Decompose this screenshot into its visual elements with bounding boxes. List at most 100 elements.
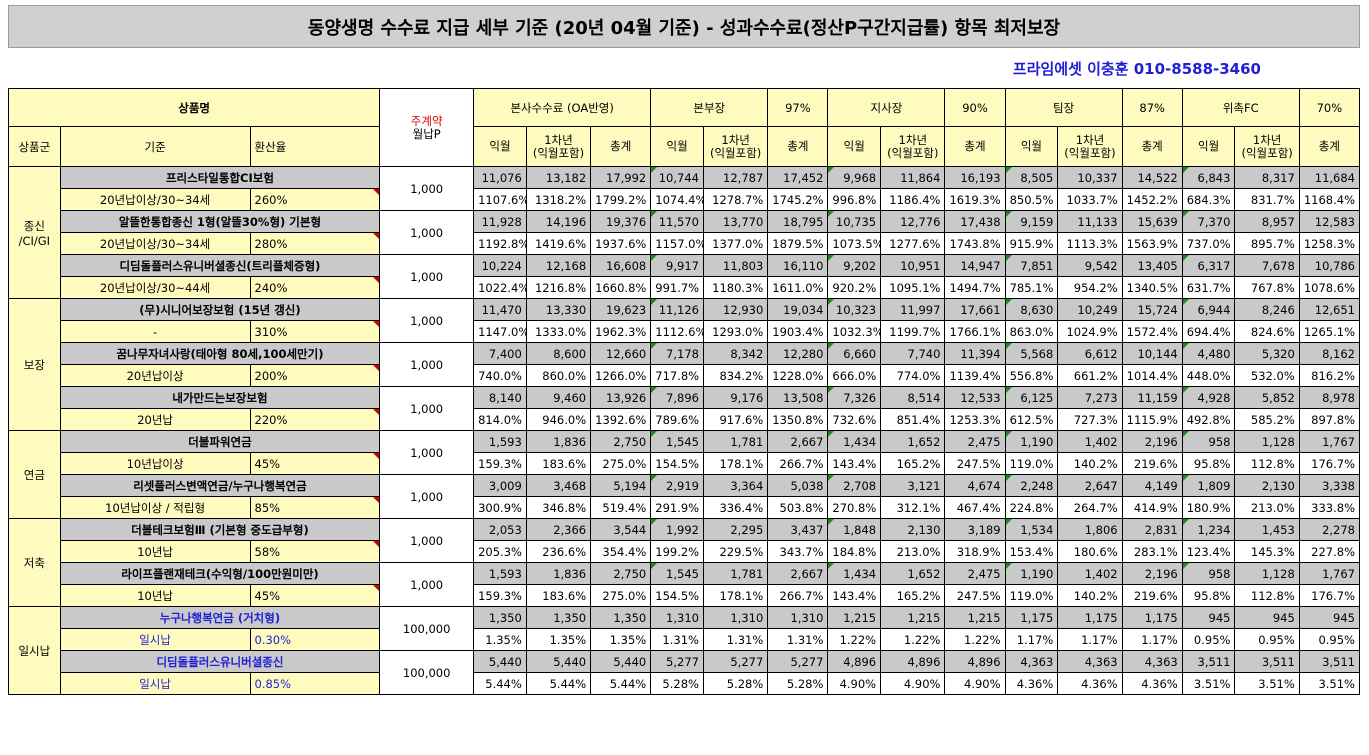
commission-amount: 1,128 xyxy=(1234,562,1300,585)
commission-percent: 5.44% xyxy=(525,672,592,695)
commission-amount: 2,919 xyxy=(650,474,704,497)
commission-amount: 1,310 xyxy=(650,606,704,629)
commission-amount: 9,460 xyxy=(525,386,592,409)
commission-amount: 8,957 xyxy=(1234,210,1300,233)
commission-percent: 1660.8% xyxy=(590,276,652,299)
main-premium: 100,000 xyxy=(379,650,475,695)
commission-amount: 1,848 xyxy=(827,518,882,541)
product-row: 저축 더블테크보험Ⅲ (기본형 중도급부형) 1,000 2,053 2,366 3,54… xyxy=(8,518,1361,607)
product-name: 더블파워연금 xyxy=(59,430,381,453)
commission-percent: 1022.4% xyxy=(473,276,527,299)
commission-percent: 1.35% xyxy=(525,628,592,651)
header-group-name: 위촉FC xyxy=(1181,88,1300,127)
product-conversion-rate: 310% xyxy=(249,320,381,343)
main-premium: 1,000 xyxy=(379,430,475,475)
commission-percent: 666.0% xyxy=(827,364,882,387)
commission-amount: 2,053 xyxy=(473,518,527,541)
commission-percent: 1799.2% xyxy=(590,188,652,211)
header-sub-col: 총계 xyxy=(1121,126,1183,167)
commission-percent: 1107.6% xyxy=(473,188,527,211)
product-row: 종신 /CI/GI 프리스타일통합CI보험 1,000 11,076 13,182 17,… xyxy=(8,166,1361,299)
header-sub-col: 1차년 (익월포함) xyxy=(702,126,769,167)
commission-percent: 183.6% xyxy=(525,584,592,607)
commission-amount: 1,767 xyxy=(1298,562,1361,585)
header-main-premium-bottom: 월납P xyxy=(412,126,441,141)
commission-percent: 1.35% xyxy=(590,628,652,651)
commission-percent: 1.17% xyxy=(1121,628,1183,651)
commission-percent: 154.5% xyxy=(650,452,704,475)
commission-percent: 1186.4% xyxy=(880,188,946,211)
commission-amount: 1,652 xyxy=(880,562,946,585)
product-rate-row: 20년납이상/30~34세 260% 1107.6% 1318.2% 1799.2% 10… xyxy=(9,188,1361,211)
commission-amount: 3,121 xyxy=(880,474,946,497)
commission-percent: 95.8% xyxy=(1181,584,1236,607)
commission-percent: 264.7% xyxy=(1057,496,1123,519)
commission-percent: 1139.4% xyxy=(944,364,1006,387)
commission-percent: 694.4% xyxy=(1181,320,1236,343)
commission-percent: 785.1% xyxy=(1004,276,1059,299)
product-row: 라이프플랜재테크(수익형/100만원미만) 1,000 1,593 1,836 2,75… xyxy=(9,562,1361,607)
commission-amount: 1,215 xyxy=(944,606,1006,629)
commission-amount: 7,851 xyxy=(1004,254,1059,277)
commission-percent: 0.95% xyxy=(1234,628,1300,651)
commission-amount: 5,440 xyxy=(473,650,527,673)
product-conversion-rate: 200% xyxy=(249,364,381,387)
commission-amount: 13,330 xyxy=(525,298,592,321)
product-row: 디딤돌플러스유니버셜종신(트리플체증형) 1,000 10,224 12,168 16,… xyxy=(9,254,1361,299)
commission-percent: 229.5% xyxy=(702,540,769,563)
commission-amount: 16,110 xyxy=(767,254,829,277)
commission-amount: 958 xyxy=(1181,562,1236,585)
product-conversion-rate: 260% xyxy=(249,188,381,211)
commission-percent: 789.6% xyxy=(650,408,704,431)
commission-amount: 1,836 xyxy=(525,430,592,453)
commission-percent: 247.5% xyxy=(944,584,1006,607)
header-sub-col: 익월 xyxy=(650,126,704,167)
commission-percent: 213.0% xyxy=(1234,496,1300,519)
commission-percent: 831.7% xyxy=(1234,188,1300,211)
header-main-premium-top: 주계약 xyxy=(410,113,443,128)
commission-amount: 5,440 xyxy=(525,650,592,673)
commission-amount: 3,544 xyxy=(590,518,652,541)
commission-percent: 1147.0% xyxy=(473,320,527,343)
commission-amount: 1,434 xyxy=(827,562,882,585)
commission-amount: 8,630 xyxy=(1004,298,1059,321)
commission-amount: 10,323 xyxy=(827,298,882,321)
commission-percent: 1.17% xyxy=(1057,628,1123,651)
commission-amount: 3,364 xyxy=(702,474,769,497)
commission-percent: 165.2% xyxy=(880,584,946,607)
commission-percent: 275.0% xyxy=(590,584,652,607)
commission-amount: 18,795 xyxy=(767,210,829,233)
commission-percent: 291.9% xyxy=(650,496,704,519)
commission-percent: 1766.1% xyxy=(944,320,1006,343)
commission-percent: 180.9% xyxy=(1181,496,1236,519)
commission-amount: 1,781 xyxy=(702,562,769,585)
commission-amount: 2,196 xyxy=(1121,430,1183,453)
commission-percent: 159.3% xyxy=(473,584,527,607)
product-conversion-rate: 280% xyxy=(249,232,381,255)
commission-percent: 140.2% xyxy=(1057,452,1123,475)
commission-percent: 1277.6% xyxy=(880,232,946,255)
commission-amount: 2,667 xyxy=(767,562,829,585)
product-criteria: 일시납 xyxy=(59,672,251,695)
commission-amount: 6,660 xyxy=(827,342,882,365)
commission-amount: 7,678 xyxy=(1234,254,1300,277)
header-sub-col: 익월 xyxy=(1181,126,1236,167)
commission-percent: 1.22% xyxy=(880,628,946,651)
commission-amount: 7,896 xyxy=(650,386,704,409)
commission-percent: 1024.9% xyxy=(1057,320,1123,343)
commission-amount: 1,806 xyxy=(1057,518,1123,541)
commission-amount: 10,144 xyxy=(1121,342,1183,365)
commission-percent: 178.1% xyxy=(702,584,769,607)
product-criteria: 20년납이상/30~34세 xyxy=(59,188,251,211)
commission-amount: 1,767 xyxy=(1298,430,1361,453)
product-conversion-rate: 45% xyxy=(249,452,381,475)
product-row: 디딤돌플러스유니버셜종신 100,000 5,440 5,440 5,440 5,277 5… xyxy=(9,650,1361,695)
commission-amount: 8,317 xyxy=(1234,166,1300,189)
commission-percent: 1879.5% xyxy=(767,232,829,255)
commission-percent: 1962.3% xyxy=(590,320,652,343)
commission-percent: 1377.0% xyxy=(702,232,769,255)
commission-percent: 183.6% xyxy=(525,452,592,475)
commission-amount: 9,917 xyxy=(650,254,704,277)
commission-percent: 946.0% xyxy=(525,408,592,431)
commission-amount: 2,130 xyxy=(880,518,946,541)
